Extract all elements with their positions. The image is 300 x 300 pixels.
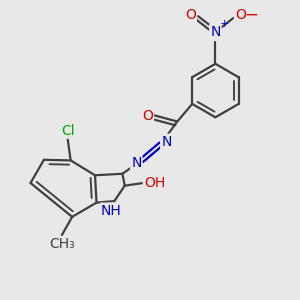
Text: OH: OH xyxy=(144,176,165,190)
Text: Cl: Cl xyxy=(61,124,74,138)
Text: O: O xyxy=(185,8,196,22)
Text: N: N xyxy=(161,135,172,149)
Text: −: − xyxy=(245,6,259,24)
Text: NH: NH xyxy=(101,204,122,218)
Text: N: N xyxy=(131,156,142,170)
Text: CH₃: CH₃ xyxy=(49,237,75,250)
Text: +: + xyxy=(220,19,230,29)
Text: N: N xyxy=(210,25,220,39)
Text: O: O xyxy=(235,8,246,22)
Text: O: O xyxy=(142,109,153,123)
